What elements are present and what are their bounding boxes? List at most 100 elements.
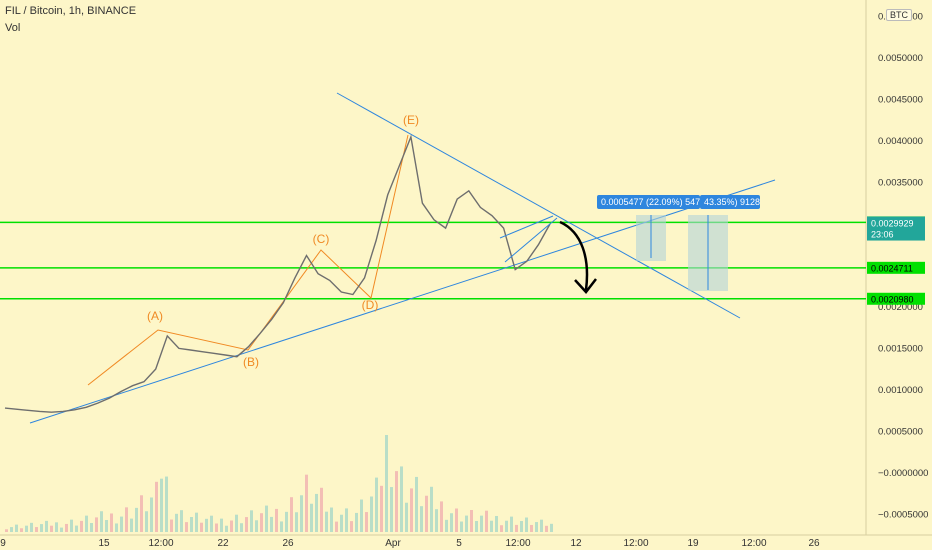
volume-bar [385,434,388,532]
volume-bar [45,520,48,532]
x-tick-label: 12 [570,538,582,549]
volume-bar [200,522,203,532]
volume-bar [545,525,548,532]
volume-bar [80,520,83,532]
volume-bar [220,518,223,532]
measure-tag [597,195,700,209]
wedge-lower-line [504,217,558,263]
volume-bar [125,507,128,532]
volume-bar [230,520,233,532]
volume-bar [435,509,438,532]
measure-label: 43.35%) 9128 [704,197,760,207]
volume-bar [310,503,313,532]
volume-bar [115,523,118,532]
volume-bar [485,510,488,532]
wave-label: (A) [147,309,163,323]
volume-bar [415,476,418,532]
volume-bar [65,523,68,532]
volume-bar [505,520,508,532]
volume-bar [50,525,53,532]
volume-bar [475,520,478,532]
volume-bar [5,529,8,532]
volume-bar [330,507,333,532]
x-tick-label: 12:00 [148,538,173,549]
volume-bar [510,516,513,532]
volume-bar [390,487,393,532]
symbol-title[interactable]: FIL / Bitcoin, 1h, BINANCE [5,5,137,17]
y-tick-label: 0.0005000 [878,426,923,437]
x-tick-label: 5 [456,538,462,549]
volume-bar [245,517,248,532]
volume-bar [260,513,263,532]
volume-bar [400,466,403,532]
volume-bar [235,514,238,532]
volume-bar [10,527,13,532]
volume-bar [135,507,138,532]
volume-bar [215,523,218,532]
y-tick-label: 0.0015000 [878,343,923,354]
volume-bar [95,517,98,532]
volume-bar [470,510,473,532]
volume-bar [340,514,343,532]
currency-badge[interactable]: BTC [886,9,912,21]
wedge-upper-line [499,215,554,239]
volume-bar [225,525,228,532]
volume-bar [295,512,298,532]
price-line [4,134,551,413]
volume-bar [370,496,373,532]
volume-bar [375,477,378,532]
volume-bar [250,510,253,532]
volume-bar [90,523,93,532]
x-tick-label: Apr [385,538,401,549]
wave-label: (D) [362,298,379,312]
volume-bar [110,513,113,532]
volume-bar [520,521,523,532]
volume-bar [315,493,318,532]
last-price-tag [867,216,925,241]
volume-bar [460,521,463,532]
volume-bar [490,520,493,532]
volume-bar [380,485,383,532]
volume-bar [525,517,528,532]
level-price-label: 0.0020980 [871,294,914,304]
volume-bar [325,511,328,532]
volume-bar [160,478,163,532]
y-tick-label: −0.0000000 [878,468,928,479]
volume-bar [25,525,28,532]
x-tick-label: 9 [0,538,6,549]
y-tick-label: 0.0045000 [878,95,923,106]
volume-bar [335,521,338,532]
y-tick-label: −0.0005000 [878,509,928,520]
volume-bar [500,525,503,532]
volume-bar [425,495,428,532]
x-tick-label: 12:00 [505,538,530,549]
volume-bar [465,515,468,532]
volume-bar [285,511,288,532]
volume-bar [445,519,448,532]
volume-bar [210,515,213,532]
volume-bar [270,516,273,532]
volume-bar [450,513,453,532]
level-price-label: 0.0024711 [871,263,913,273]
volume-bar [515,524,518,532]
volume-bar [60,527,63,532]
x-tick-label: 12:00 [623,538,648,549]
volume-bar [145,511,148,532]
volume-bar [155,481,158,532]
x-tick-label: 22 [217,538,229,549]
volume-bar [185,522,188,532]
volume-bar [530,524,533,532]
volume-bar [535,522,538,532]
volume-bar [275,508,278,532]
x-tick-label: 15 [98,538,110,549]
x-tick-label: 19 [687,538,699,549]
y-tick-label: 0.0020000 [878,302,923,313]
volume-bar [420,506,423,532]
volume-bar [395,471,398,532]
volume-bar [120,516,123,532]
volume-bar [540,519,543,532]
volume-bar [175,513,178,532]
x-tick-label: 12:00 [741,538,766,549]
